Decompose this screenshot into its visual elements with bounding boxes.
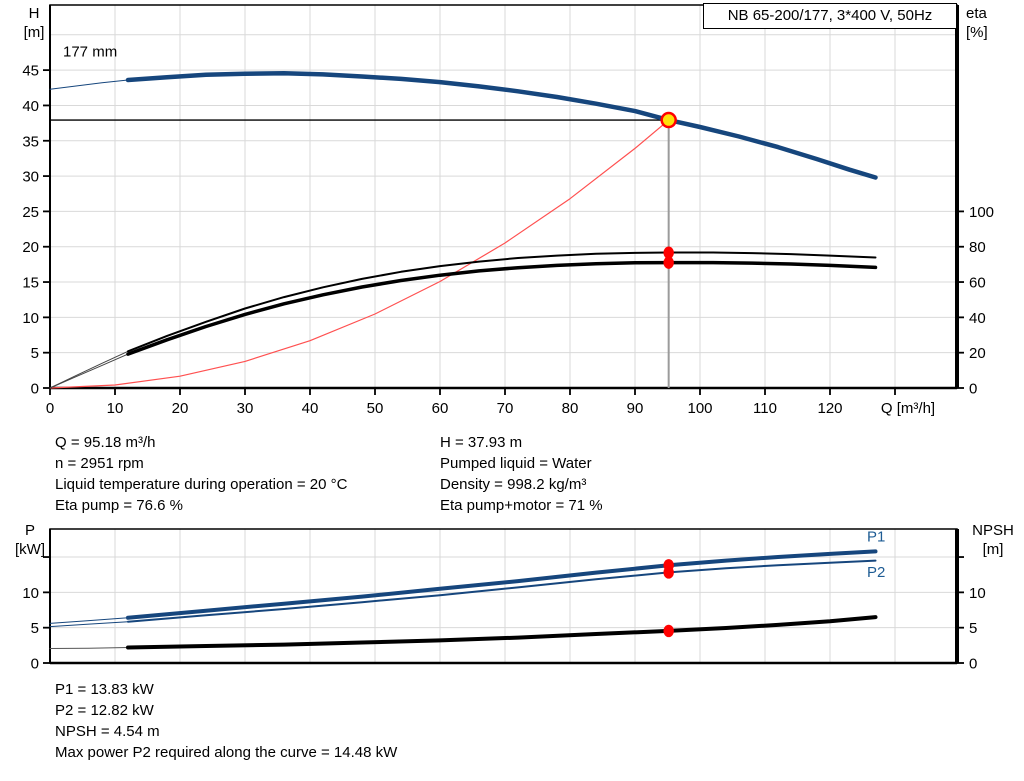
tick-label: 10 — [107, 400, 124, 417]
tick-label: 0 — [969, 381, 977, 398]
p1-curve-lead — [49, 617, 129, 624]
eta-axis-title: eta [%] — [966, 5, 988, 41]
info-p1: P1 = 13.83 kW — [55, 681, 154, 698]
tick-label: 40 — [302, 400, 319, 417]
tick-label: 5 — [31, 620, 39, 637]
tick-label: 10 — [22, 310, 39, 327]
plot-border — [49, 4, 958, 389]
p1-curve-label: P1 — [867, 528, 885, 545]
tick-label: 50 — [367, 400, 384, 417]
info-max-power: Max power P2 required along the curve = … — [55, 744, 398, 761]
tick-label: 5 — [969, 620, 977, 637]
h-curve-lead — [49, 79, 129, 90]
info-pumped-liquid: Pumped liquid = Water — [440, 455, 592, 472]
eta-pump-motor-point — [663, 256, 674, 269]
chart-title-box: NB 65-200/177, 3*400 V, 50Hz — [703, 3, 957, 29]
tick-label: 90 — [627, 400, 644, 417]
info-npsh: NPSH = 4.54 m — [55, 723, 160, 740]
tick-label: 35 — [22, 133, 39, 150]
impeller-diameter-label: 177 mm — [63, 44, 117, 61]
tick-label: 5 — [31, 345, 39, 362]
eta-pump-curve-lead — [49, 350, 129, 389]
eta-pump-point — [663, 246, 674, 259]
p2-curve — [127, 559, 877, 623]
npsh-axis-title: NPSH [m] — [972, 522, 1014, 558]
npsh-point — [663, 624, 674, 638]
tick-label: 60 — [432, 400, 449, 417]
tick-label: 45 — [22, 63, 39, 80]
power-data-block: P1 = 13.83 kW P2 = 12.82 kW NPSH = 4.54 … — [55, 679, 397, 763]
plot-border — [49, 528, 958, 664]
tick-label: 20 — [22, 239, 39, 256]
x-axis-label: Q [m³/h] — [881, 400, 935, 417]
tick-label: 10 — [22, 585, 39, 602]
tick-label: 25 — [22, 204, 39, 221]
p1-curve — [126, 549, 878, 620]
npsh-curve — [126, 615, 878, 650]
tick-label: 0 — [31, 381, 39, 398]
tick-label: 20 — [969, 345, 986, 362]
p2-point — [663, 566, 674, 579]
tick-label: 20 — [172, 400, 189, 417]
p2-curve-label: P2 — [867, 564, 885, 581]
tick-label: 120 — [817, 400, 842, 417]
system-curve — [49, 119, 670, 389]
h-axis-title: H [m] — [23, 5, 45, 41]
tick-label: 80 — [969, 239, 986, 256]
tick-label: 10 — [969, 585, 986, 602]
npsh-curve-lead — [49, 647, 129, 649]
tick-label: 110 — [753, 400, 777, 417]
tick-label: 60 — [969, 275, 986, 292]
tick-label: 80 — [562, 400, 579, 417]
tick-label: 30 — [22, 169, 39, 186]
operating-data-left: Q = 95.18 m³/h n = 2951 rpm Liquid tempe… — [55, 432, 347, 516]
info-liquid-temp: Liquid temperature during operation = 20… — [55, 476, 348, 493]
tick-label: 15 — [22, 275, 39, 292]
tick-label: 100 — [969, 204, 994, 221]
tick-label: 40 — [22, 98, 39, 115]
tick-label: 0 — [31, 656, 39, 673]
info-eta-pump: Eta pump = 76.6 % — [55, 497, 183, 514]
p2-curve-lead — [49, 621, 129, 628]
p-axis-title: P [kW] — [15, 522, 45, 558]
eta-pump-motor-curve — [126, 260, 878, 356]
h-curve — [125, 71, 878, 180]
tick-label: 0 — [46, 400, 54, 417]
duty-point — [660, 111, 677, 129]
operating-data-right: H = 37.93 m Pumped liquid = Water Densit… — [440, 432, 603, 516]
info-q: Q = 95.18 m³/h — [55, 434, 156, 451]
info-h: H = 37.93 m — [440, 434, 523, 451]
tick-label: 40 — [969, 310, 986, 327]
info-n: n = 2951 rpm — [55, 455, 144, 472]
eta-pump-curve — [127, 251, 877, 353]
tick-label: 30 — [237, 400, 254, 417]
info-p2: P2 = 12.82 kW — [55, 702, 154, 719]
info-eta-pump-motor: Eta pump+motor = 71 % — [440, 497, 603, 514]
tick-label: 0 — [969, 656, 977, 673]
tick-label: 70 — [497, 400, 514, 417]
eta-pump-motor-curve-lead — [49, 353, 129, 389]
tick-label: 100 — [687, 400, 712, 417]
info-density: Density = 998.2 kg/m³ — [440, 476, 587, 493]
